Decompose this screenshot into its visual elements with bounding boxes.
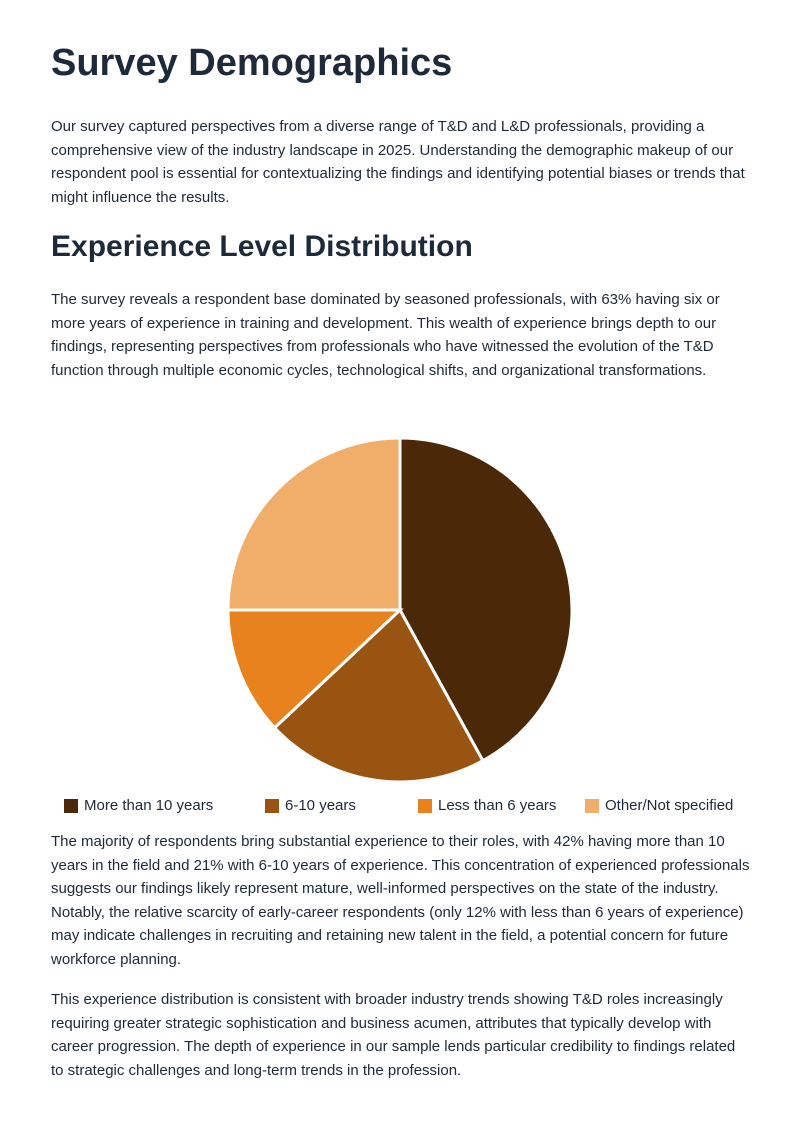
legend-label: 6-10 years — [285, 797, 356, 814]
paragraph: The majority of respondents bring substa… — [51, 833, 750, 968]
page-title: Survey Demographics — [51, 42, 453, 84]
pie-slice — [226, 608, 404, 730]
legend-swatch — [265, 799, 279, 813]
legend-label: Other/Not specified — [605, 797, 733, 814]
pie-slice — [398, 436, 574, 763]
intro-paragraph: Our survey captured perspectives from a … — [51, 118, 745, 206]
legend-label: More than 10 years — [84, 797, 213, 814]
pie-slice — [226, 436, 402, 612]
legend-swatch — [418, 799, 432, 813]
pie-slice — [272, 607, 485, 784]
paragraph: The survey reveals a respondent base dom… — [51, 291, 720, 379]
paragraph: This experience distribution is consiste… — [51, 991, 736, 1079]
section-title: Experience Level Distribution — [51, 230, 473, 263]
legend-swatch — [585, 799, 599, 813]
pie-chart: More than 10 years 6-10 years Less than 6 … — [64, 436, 733, 814]
legend-swatch — [64, 799, 78, 813]
legend-label: Less than 6 years — [438, 797, 556, 814]
